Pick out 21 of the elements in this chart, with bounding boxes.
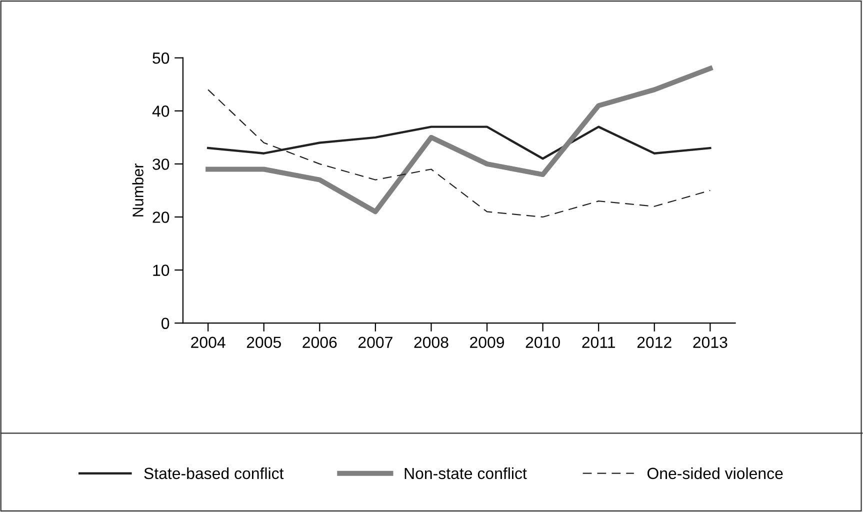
x-tick-label: 2008 xyxy=(414,336,448,348)
x-tick-label: 2010 xyxy=(526,336,560,348)
legend-label: State-based conflict xyxy=(144,467,284,480)
y-tick-label: 30 xyxy=(152,158,170,170)
y-tick-label: 0 xyxy=(162,318,170,330)
legend-label: One-sided violence xyxy=(647,467,783,480)
y-tick-label: 50 xyxy=(152,52,170,64)
x-tick-label: 2009 xyxy=(470,336,504,348)
x-tick-label: 2006 xyxy=(302,336,337,348)
x-tick-label: 2012 xyxy=(637,336,672,348)
y-tick-label: 20 xyxy=(152,212,170,223)
legend-label: Non-state conflict xyxy=(404,467,527,480)
line-series xyxy=(208,89,711,218)
x-tick-label: 2005 xyxy=(246,336,281,348)
x-tick-label: 2004 xyxy=(191,336,226,348)
x-tick-label: 2011 xyxy=(582,336,615,348)
y-tick-label: 10 xyxy=(153,264,170,276)
y-axis-title: Number xyxy=(132,164,144,216)
y-tick-label: 40 xyxy=(152,106,170,117)
x-tick-label: 2013 xyxy=(693,336,728,348)
x-tick-label: 2007 xyxy=(358,336,392,348)
